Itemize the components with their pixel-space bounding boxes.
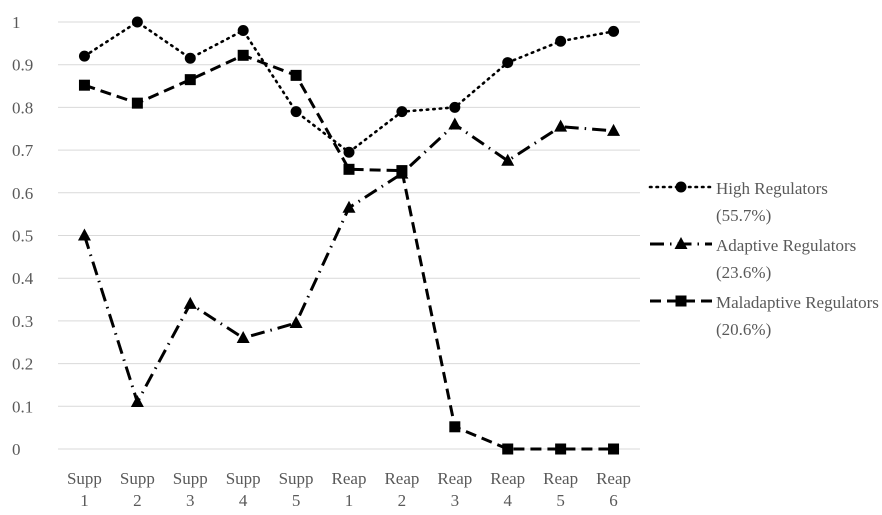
x-tick-label: Reap 2	[384, 469, 419, 510]
series-line	[83, 20, 615, 154]
legend-marker-triangle	[674, 237, 688, 249]
legend-item-high-regulators: High Regulators (55.7%)	[646, 175, 882, 229]
data-point-circle	[78, 50, 90, 62]
y-tick-label: 0.4	[12, 269, 34, 288]
y-tick-label: 0.8	[12, 98, 33, 117]
data-point-square	[502, 443, 514, 455]
data-point-triangle	[183, 296, 197, 309]
legend-symbol-square-dashed	[650, 295, 712, 307]
data-point-square	[449, 421, 461, 433]
y-tick-label: 0.5	[12, 227, 33, 246]
data-point-circle	[290, 106, 302, 118]
data-point-triangle	[342, 200, 356, 213]
y-tick-label: 0.1	[12, 397, 33, 416]
data-point-square	[555, 443, 567, 455]
data-point-circle	[343, 146, 355, 158]
data-point-triangle	[607, 123, 621, 136]
data-point-circle	[608, 25, 620, 37]
data-point-square	[78, 79, 90, 91]
y-tick-label: 0.3	[12, 312, 33, 331]
y-tick-label: 0.9	[12, 56, 33, 75]
data-point-square	[396, 165, 408, 177]
x-tick-label: Reap 4	[490, 469, 525, 510]
data-point-circle	[555, 35, 567, 47]
x-tick-label: Supp 2	[120, 469, 155, 510]
legend-item-adaptive-regulators: Adaptive Regulators (23.6%)	[646, 232, 882, 286]
legend-symbol-circle-dotted	[648, 181, 714, 193]
y-tick-label: 0	[12, 440, 21, 459]
series-line	[83, 53, 614, 451]
data-point-triangle	[130, 395, 144, 408]
data-point-circle	[184, 52, 196, 64]
legend-label: High Regulators (55.7%)	[716, 179, 828, 225]
legend-marker-circle	[675, 181, 687, 193]
data-point-triangle	[501, 153, 515, 166]
data-point-circle	[449, 101, 461, 113]
x-tick-label: Supp 3	[173, 469, 208, 510]
data-point-triangle	[289, 316, 303, 329]
data-point-circle	[237, 25, 249, 37]
data-point-triangle	[236, 330, 250, 343]
x-tick-label: Reap 3	[437, 469, 472, 510]
x-tick-label: Supp 5	[279, 469, 314, 510]
x-tick-label: Reap 6	[596, 469, 631, 510]
data-point-square	[184, 74, 196, 86]
x-tick-label: Reap 1	[332, 469, 367, 510]
legend-symbol-triangle-dashdot	[650, 237, 712, 249]
legend-label: Adaptive Regulators (23.6%)	[716, 236, 857, 282]
y-tick-label: 0.6	[12, 184, 33, 203]
data-point-square	[131, 97, 143, 109]
series-high-regulators-55-7	[78, 16, 620, 158]
data-point-triangle	[448, 117, 462, 130]
y-tick-label: 1	[12, 13, 21, 32]
data-point-triangle	[554, 119, 568, 132]
legend: High Regulators (55.7%) Adaptive Regulat…	[646, 175, 882, 346]
data-point-square	[343, 163, 355, 175]
legend-item-maladaptive-regulators: Maladaptive Regulators (20.6%)	[646, 289, 882, 343]
legend-marker-square	[675, 295, 687, 307]
data-point-square	[237, 49, 249, 61]
series-maladaptive-regulators-20-6	[78, 49, 620, 455]
y-tick-label: 0.7	[12, 141, 34, 160]
x-tick-label: Supp 4	[226, 469, 261, 510]
series-adaptive-regulators-23-6	[77, 117, 621, 408]
y-tick-label: 0.2	[12, 355, 33, 374]
x-tick-label: Supp 1	[67, 469, 102, 510]
legend-label: Maladaptive Regulators (20.6%)	[716, 293, 879, 339]
data-point-circle	[502, 57, 514, 69]
data-point-circle	[396, 106, 408, 118]
x-tick-label: Reap 5	[543, 469, 578, 510]
data-point-circle	[131, 16, 143, 28]
data-point-square	[608, 443, 620, 455]
data-point-triangle	[77, 228, 91, 241]
data-point-square	[290, 69, 302, 81]
